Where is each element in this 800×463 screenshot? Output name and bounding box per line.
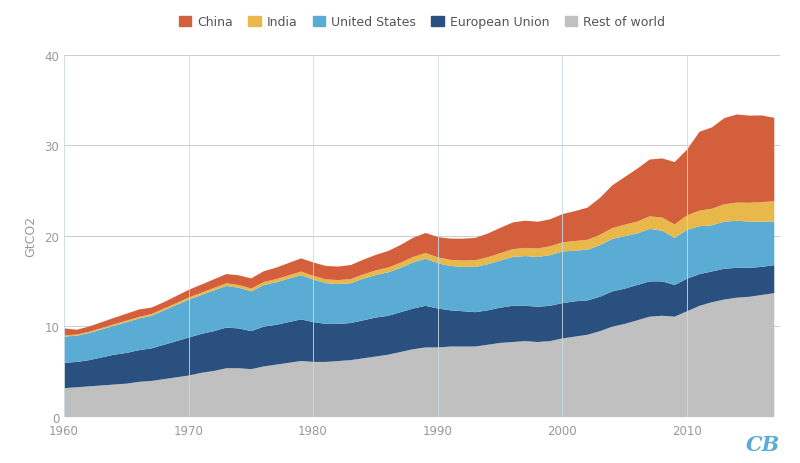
Y-axis label: GtCO2: GtCO2 (24, 216, 38, 257)
Text: CB: CB (746, 434, 780, 454)
Legend: China, India, United States, European Union, Rest of world: China, India, United States, European Un… (174, 11, 670, 34)
